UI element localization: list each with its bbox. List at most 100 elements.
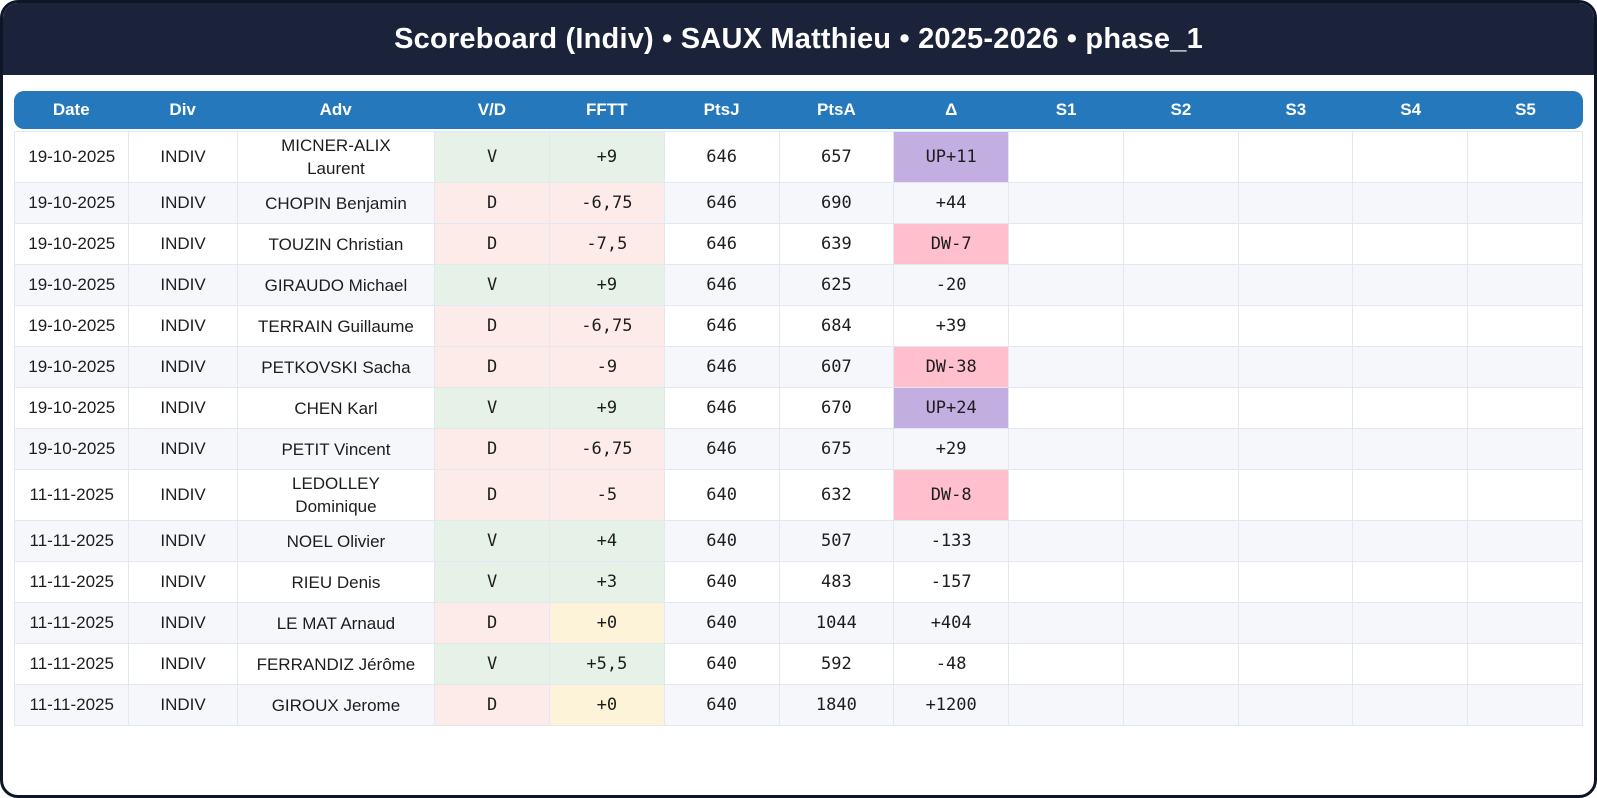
cell-set4 [1352,131,1469,183]
scoreboard-table: 19-10-2025 INDIV MICNER-ALIX Laurent V +9 646… [13,131,1583,726]
cell-date: 11-11-2025 [13,643,130,685]
column-header-adv: Adv [319,100,352,119]
cell-fftt-points: -7,5 [548,223,665,265]
table-row: 11-11-2025 INDIV RIEU Denis V +3 640 483 -157 [13,561,1583,603]
cell-victory-defeat: D [434,684,550,726]
table-row: 11-11-2025 INDIV GIROUX Jerome D +0 640 1840 +1… [13,684,1583,726]
cell-set4 [1352,561,1469,603]
cell-player-points: 646 [663,182,780,224]
cell-set2 [1122,643,1239,685]
cell-adversary-points: 1840 [778,684,895,726]
cell-set3 [1237,264,1354,306]
cell-division: INDIV [128,387,238,429]
cell-set3 [1237,223,1354,265]
cell-set4 [1352,264,1469,306]
cell-set2 [1122,131,1239,183]
cell-player-points: 640 [663,684,780,726]
cell-adversary: MICNER-ALIX Laurent [236,131,436,183]
cell-set3 [1237,428,1354,470]
cell-set2 [1122,387,1239,429]
cell-set4 [1352,428,1469,470]
table-row: 19-10-2025 INDIV MICNER-ALIX Laurent V +9 646… [13,131,1583,183]
cell-set2 [1122,520,1239,562]
cell-set3 [1237,684,1354,726]
cell-adversary: PETIT Vincent [236,428,436,470]
cell-adversary: NOEL Olivier [236,520,436,562]
cell-date: 11-11-2025 [13,561,130,603]
cell-victory-defeat: D [434,602,550,644]
cell-set2 [1122,346,1239,388]
cell-set3 [1237,131,1354,183]
column-header-v-d: V/D [477,100,507,119]
cell-set4 [1352,684,1469,726]
cell-division: INDIV [128,131,238,183]
cell-fftt-points: -5 [548,469,665,521]
cell-player-points: 640 [663,643,780,685]
table-row: 19-10-2025 INDIV CHEN Karl V +9 646 670 UP+24 [13,387,1583,429]
cell-delta: +1200 [893,684,1010,726]
cell-date: 19-10-2025 [13,223,130,265]
cell-date: 11-11-2025 [13,520,130,562]
cell-fftt-points: +3 [548,561,665,603]
cell-set3 [1237,182,1354,224]
cell-set1 [1008,602,1124,644]
cell-set1 [1008,643,1124,685]
column-header-ptsj: PtsJ [703,100,740,119]
cell-set3 [1237,643,1354,685]
cell-division: INDIV [128,428,238,470]
cell-fftt-points: +5,5 [548,643,665,685]
cell-fftt-points: +4 [548,520,665,562]
cell-victory-defeat: D [434,346,550,388]
cell-division: INDIV [128,305,238,347]
cell-fftt-points: +9 [548,387,665,429]
cell-set5 [1467,264,1583,306]
cell-adversary-points: 657 [778,131,895,183]
cell-date: 19-10-2025 [13,346,130,388]
cell-adversary-points: 1044 [778,602,895,644]
cell-delta: -133 [893,520,1010,562]
cell-set1 [1008,469,1124,521]
cell-adversary: LE MAT Arnaud [236,602,436,644]
cell-set4 [1352,520,1469,562]
cell-fftt-points: +9 [548,131,665,183]
cell-adversary-points: 607 [778,346,895,388]
cell-delta: DW-7 [893,223,1010,265]
cell-set5 [1467,469,1583,521]
column-header-s4: S4 [1400,100,1422,119]
cell-adversary-points: 675 [778,428,895,470]
cell-division: INDIV [128,561,238,603]
cell-set4 [1352,223,1469,265]
cell-fftt-points: -6,75 [548,305,665,347]
cell-set1 [1008,561,1124,603]
cell-division: INDIV [128,643,238,685]
cell-set5 [1467,602,1583,644]
cell-division: INDIV [128,469,238,521]
cell-adversary: TERRAIN Guillaume [236,305,436,347]
cell-set1 [1008,264,1124,306]
cell-set2 [1122,684,1239,726]
cell-date: 19-10-2025 [13,305,130,347]
cell-delta: DW-8 [893,469,1010,521]
cell-set3 [1237,387,1354,429]
cell-set3 [1237,561,1354,603]
cell-delta: -48 [893,643,1010,685]
cell-set4 [1352,305,1469,347]
table-header-row: Date Div Adv V/D FFTT PtsJ PtsA Δ S1 S2 S3 S4 S5 [14,91,1583,129]
cell-fftt-points: -6,75 [548,428,665,470]
cell-adversary: LEDOLLEY Dominique [236,469,436,521]
cell-set3 [1237,346,1354,388]
cell-adversary-points: 639 [778,223,895,265]
cell-set5 [1467,182,1583,224]
cell-victory-defeat: D [434,182,550,224]
cell-set1 [1008,305,1124,347]
cell-set5 [1467,643,1583,685]
cell-division: INDIV [128,602,238,644]
cell-set4 [1352,387,1469,429]
cell-adversary: RIEU Denis [236,561,436,603]
cell-player-points: 646 [663,264,780,306]
cell-victory-defeat: V [434,643,550,685]
cell-adversary: TOUZIN Christian [236,223,436,265]
column-header-s3: S3 [1285,100,1307,119]
cell-player-points: 640 [663,469,780,521]
